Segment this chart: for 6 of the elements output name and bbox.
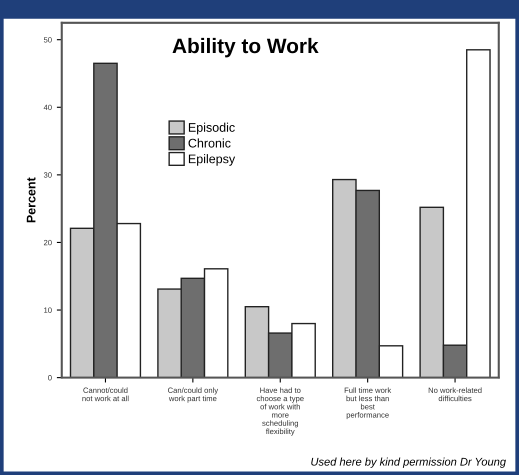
legend-label: Epilepsy [188, 154, 236, 166]
legend-label: Episodic [188, 122, 235, 134]
text: Used here by kind permission Dr Young [311, 458, 506, 468]
legend-label: Chronic [188, 138, 231, 148]
y-axis-title: Percent [26, 177, 36, 222]
text: Ability to Work [172, 38, 319, 58]
